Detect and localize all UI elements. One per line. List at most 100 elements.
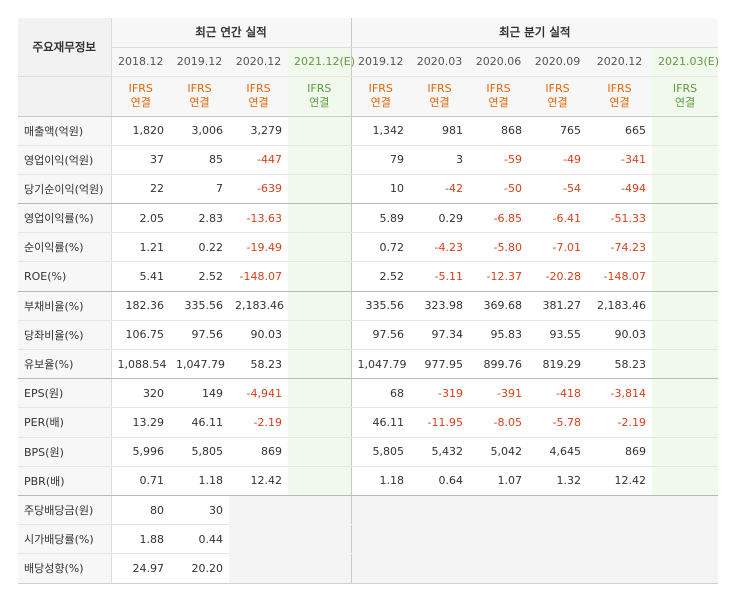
value-cell: -3,814 xyxy=(587,378,652,409)
value-cell: 981 xyxy=(410,116,469,146)
consolidated-label: 연결 xyxy=(309,96,330,109)
value-cell: -5.80 xyxy=(469,232,528,263)
row-label: 유보율(%) xyxy=(18,349,112,380)
consolidated-label: 연결 xyxy=(488,96,509,109)
value-cell xyxy=(288,203,351,234)
value-cell xyxy=(587,553,652,584)
financial-summary-table: 주요재무정보 최근 연간 실적 최근 분기 실적 2018.12 2019.12 2… xyxy=(18,18,719,584)
consolidated-label: 연결 xyxy=(189,96,210,109)
ifrs-consolidated-badge: IFRS 연결 xyxy=(587,76,652,117)
value-cell: -74.23 xyxy=(587,232,652,263)
quarterly-period-header: 2020.03 xyxy=(410,47,469,77)
row-label: 순이익률(%) xyxy=(18,232,112,263)
value-cell xyxy=(469,495,528,526)
value-cell: -54 xyxy=(528,174,587,205)
value-cell: 24.97 xyxy=(111,553,170,584)
value-cell: 22 xyxy=(111,174,170,205)
value-cell: 5,805 xyxy=(350,437,410,467)
value-cell xyxy=(229,553,288,584)
consolidated-label: 연결 xyxy=(547,96,568,109)
table-row: PBR(배) 0.71 1.18 12.42 1.18 0.64 1.07 1.32 12.42 xyxy=(18,466,718,496)
table-row: 유보율(%) 1,088.54 1,047.79 58.23 1,047.79 977.9… xyxy=(18,349,718,380)
table-row: ROE(%) 5.41 2.52 -148.07 2.52 -5.11 -12.37 -20.… xyxy=(18,261,718,292)
ifrs-label: IFRS xyxy=(187,82,212,95)
ifrs-consolidated-badge: IFRS 연결 xyxy=(288,76,351,117)
value-cell: -13.63 xyxy=(229,203,288,234)
ifrs-label: IFRS xyxy=(307,82,332,95)
value-cell: -148.07 xyxy=(229,261,288,292)
value-cell xyxy=(288,437,351,467)
value-cell: -639 xyxy=(229,174,288,205)
value-cell: 2.52 xyxy=(350,261,410,292)
ifrs-label-spacer xyxy=(18,76,112,117)
value-cell: 149 xyxy=(170,378,229,409)
value-cell: 869 xyxy=(229,437,288,467)
value-cell: -19.49 xyxy=(229,232,288,263)
quarterly-period-header: 2020.12 xyxy=(587,47,652,77)
consolidated-label: 연결 xyxy=(248,96,269,109)
table-row: 매출액(억원) 1,820 3,006 3,279 1,342 981 868 765 665 xyxy=(18,116,718,146)
value-cell: 12.42 xyxy=(587,466,652,496)
value-cell: 46.11 xyxy=(170,407,229,438)
value-cell: 1.88 xyxy=(111,524,170,555)
value-cell: -7.01 xyxy=(528,232,587,263)
value-cell xyxy=(410,495,469,526)
annual-period-header: 2020.12 xyxy=(229,47,288,77)
table-row: 시가배당률(%) 1.88 0.44 xyxy=(18,524,718,555)
value-cell: 977.95 xyxy=(410,349,469,380)
table-row: 주당배당금(원) 80 30 xyxy=(18,495,718,526)
quarterly-period-header: 2021.03(E) xyxy=(652,47,719,77)
row-label: 영업이익(억원) xyxy=(18,145,112,175)
ifrs-consolidated-badge: IFRS 연결 xyxy=(410,76,469,117)
value-cell: -2.19 xyxy=(229,407,288,438)
value-cell: 5.89 xyxy=(350,203,410,234)
value-cell xyxy=(288,291,351,321)
value-cell: 3 xyxy=(410,145,469,175)
value-cell: -447 xyxy=(229,145,288,175)
value-cell: 765 xyxy=(528,116,587,146)
value-cell xyxy=(288,407,351,438)
value-cell xyxy=(652,495,718,526)
row-label: PER(배) xyxy=(18,407,112,438)
value-cell xyxy=(652,291,718,321)
value-cell: 0.22 xyxy=(170,232,229,263)
value-cell xyxy=(587,524,652,555)
value-cell: 0.72 xyxy=(350,232,410,263)
value-cell xyxy=(288,524,351,555)
value-cell: 97.56 xyxy=(170,320,229,351)
value-cell xyxy=(652,349,718,380)
table-row: PER(배) 13.29 46.11 -2.19 46.11 -11.95 -8.05 -5.… xyxy=(18,407,718,438)
value-cell: 4,645 xyxy=(528,437,587,467)
value-cell: 335.56 xyxy=(170,291,229,321)
ifrs-label: IFRS xyxy=(128,82,153,95)
value-cell: 1,047.79 xyxy=(350,349,410,380)
value-cell: 13.29 xyxy=(111,407,170,438)
value-cell: -418 xyxy=(528,378,587,409)
value-cell: -5.11 xyxy=(410,261,469,292)
value-cell xyxy=(652,524,718,555)
value-cell xyxy=(350,495,410,526)
ifrs-label: IFRS xyxy=(486,82,511,95)
value-cell: 1,047.79 xyxy=(170,349,229,380)
value-cell: 369.68 xyxy=(469,291,528,321)
ifrs-consolidated-badge: IFRS 연결 xyxy=(229,76,288,117)
value-cell: -341 xyxy=(587,145,652,175)
table-row: 배당성향(%) 24.97 20.20 xyxy=(18,553,718,584)
value-cell xyxy=(229,524,288,555)
value-cell: 2,183.46 xyxy=(229,291,288,321)
row-label: ROE(%) xyxy=(18,261,112,292)
row-label: 배당성향(%) xyxy=(18,553,112,584)
value-cell: 80 xyxy=(111,495,170,526)
value-cell: 37 xyxy=(111,145,170,175)
value-cell: 868 xyxy=(469,116,528,146)
value-cell xyxy=(652,466,718,496)
value-cell: -51.33 xyxy=(587,203,652,234)
value-cell: 182.36 xyxy=(111,291,170,321)
value-cell xyxy=(469,553,528,584)
value-cell xyxy=(652,437,718,467)
value-cell: 320 xyxy=(111,378,170,409)
row-label: 영업이익률(%) xyxy=(18,203,112,234)
value-cell: 0.64 xyxy=(410,466,469,496)
row-label: 당좌비율(%) xyxy=(18,320,112,351)
table-row: 부채비율(%) 182.36 335.56 2,183.46 335.56 323.98 3… xyxy=(18,291,718,321)
